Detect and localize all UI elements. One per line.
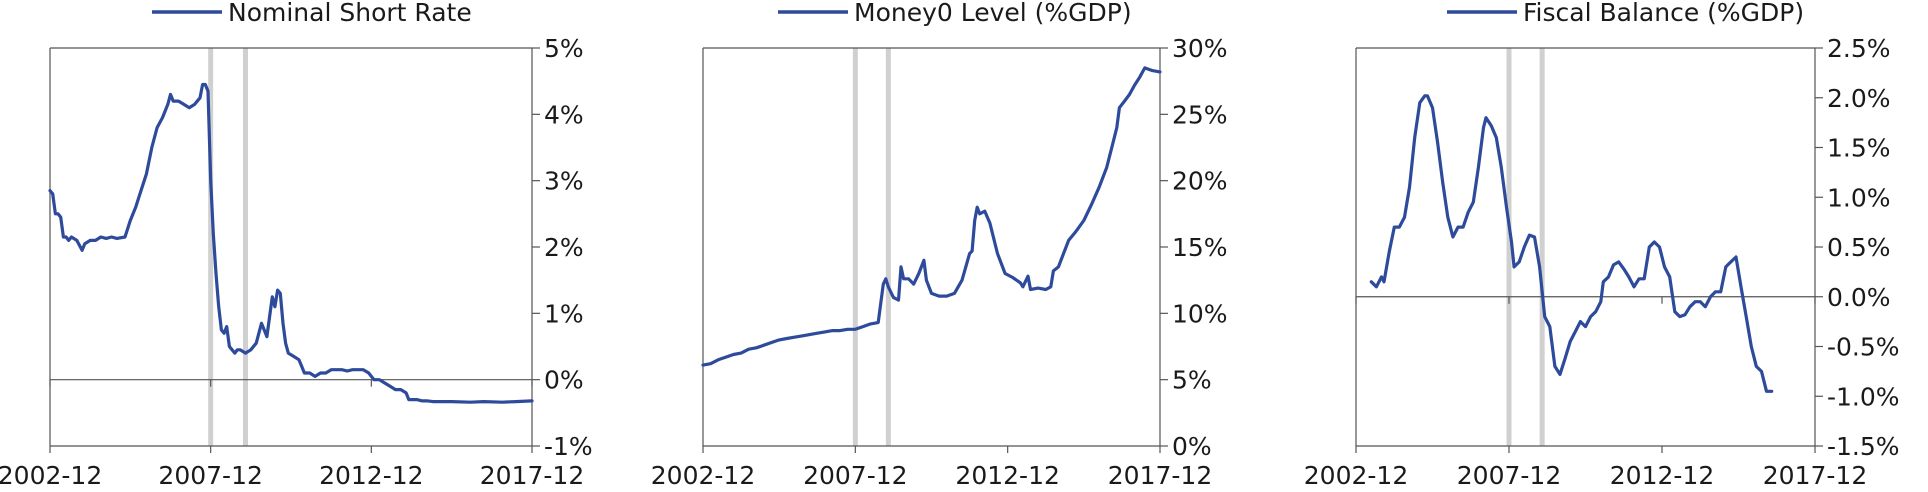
y-tick-label: 0.5% (1827, 233, 1891, 262)
shaded-band-2 (885, 48, 891, 446)
y-tick-label: 25% (1172, 100, 1228, 129)
shaded-band-2 (242, 48, 248, 446)
series-line (1369, 94, 1774, 393)
y-tick-label: 10% (1172, 299, 1228, 328)
shaded-band-1 (1506, 48, 1512, 446)
chart-1: -1% 0% 1% 2% 3% 4% 5% 2002-12 2007-12 2012-12 2017… (0, 0, 593, 490)
x-tick-label: 2017-12 (1108, 461, 1212, 490)
chart-2: 0% 5% 10% 15% 20% 25% 30% 2002-12 2007-12 2012-12… (651, 0, 1228, 490)
chart-3: -1.5% -1.0% -0.5% 0.0% 0.5% 1.0% 1.5% 2.0% 2.5% 2… (1304, 0, 1900, 490)
legend-label: Nominal Short Rate (228, 0, 472, 27)
y-tick-label: 5% (544, 34, 584, 63)
y-tick-label: 0% (544, 366, 584, 395)
y-tick-label: 3% (544, 167, 584, 196)
x-tick-label: 2002-12 (1304, 461, 1408, 490)
legend-label: Fiscal Balance (%GDP) (1523, 0, 1804, 27)
y-tick-label: 15% (1172, 233, 1228, 262)
y-tick-label: -0.5% (1827, 333, 1900, 362)
shaded-band-1 (852, 48, 858, 446)
shaded-band-1 (208, 48, 214, 446)
x-tick-label: 2012-12 (1610, 461, 1714, 490)
x-tick-label: 2007-12 (803, 461, 907, 490)
y-tick-label: 0% (1172, 432, 1212, 461)
y-tick-label: 2.5% (1827, 34, 1891, 63)
x-tick-label: 2007-12 (1457, 461, 1561, 490)
x-tick-label: 2007-12 (158, 461, 262, 490)
series-line (701, 66, 1162, 367)
y-tick-label: -1% (544, 432, 593, 461)
shaded-band-2 (1539, 48, 1545, 446)
series-line (48, 82, 534, 404)
x-tick-label: 2002-12 (0, 461, 102, 490)
y-tick-label: 30% (1172, 34, 1228, 63)
y-tick-label: 2.0% (1827, 84, 1891, 113)
y-tick-label: 1.0% (1827, 183, 1891, 212)
y-tick-label: 1% (544, 299, 584, 328)
x-tick-label: 2012-12 (319, 461, 423, 490)
x-tick-label: 2012-12 (955, 461, 1059, 490)
y-tick-label: 4% (544, 100, 584, 129)
y-tick-label: 5% (1172, 366, 1212, 395)
y-tick-label: 0.0% (1827, 283, 1891, 312)
legend-label: Money0 Level (%GDP) (854, 0, 1132, 27)
x-tick-label: 2017-12 (480, 461, 584, 490)
y-tick-label: -1.0% (1827, 382, 1900, 411)
x-tick-label: 2002-12 (651, 461, 755, 490)
y-tick-label: 1.5% (1827, 134, 1891, 163)
y-tick-label: 2% (544, 233, 584, 262)
y-tick-label: 20% (1172, 167, 1228, 196)
x-tick-label: 2017-12 (1763, 461, 1867, 490)
y-tick-label: -1.5% (1827, 432, 1900, 461)
